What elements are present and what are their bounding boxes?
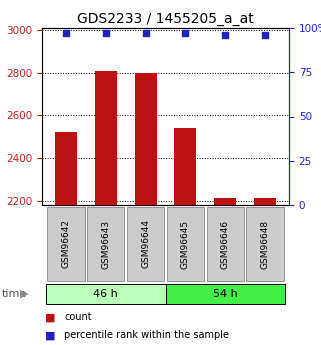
Bar	[175, 128, 196, 205]
Text: GSM96643: GSM96643	[101, 219, 110, 268]
Text: GSM96648: GSM96648	[261, 219, 270, 268]
FancyBboxPatch shape	[46, 284, 166, 304]
Text: GSM96644: GSM96644	[141, 219, 150, 268]
Bar	[95, 71, 117, 205]
FancyBboxPatch shape	[166, 284, 285, 304]
FancyBboxPatch shape	[127, 207, 164, 282]
Text: GSM96645: GSM96645	[181, 219, 190, 268]
Bar	[254, 198, 276, 205]
Text: ▶: ▶	[20, 289, 28, 299]
Point	[103, 31, 108, 36]
Point	[63, 31, 68, 36]
Text: GSM96646: GSM96646	[221, 219, 230, 268]
Point	[263, 32, 268, 38]
Point	[223, 32, 228, 38]
Text: GSM96642: GSM96642	[61, 219, 70, 268]
FancyBboxPatch shape	[247, 207, 284, 282]
Text: ■: ■	[45, 312, 56, 322]
Bar	[214, 198, 236, 205]
Text: 54 h: 54 h	[213, 289, 238, 299]
FancyBboxPatch shape	[87, 207, 125, 282]
Point	[143, 31, 148, 36]
FancyBboxPatch shape	[206, 207, 244, 282]
Text: 46 h: 46 h	[93, 289, 118, 299]
Bar	[55, 132, 77, 205]
Text: ■: ■	[45, 330, 56, 340]
Title: GDS2233 / 1455205_a_at: GDS2233 / 1455205_a_at	[77, 12, 254, 26]
Text: count: count	[65, 312, 92, 322]
Text: time: time	[2, 289, 27, 299]
FancyBboxPatch shape	[167, 207, 204, 282]
Bar	[134, 73, 157, 205]
Point	[183, 31, 188, 36]
FancyBboxPatch shape	[47, 207, 85, 282]
Text: percentile rank within the sample: percentile rank within the sample	[65, 330, 230, 340]
